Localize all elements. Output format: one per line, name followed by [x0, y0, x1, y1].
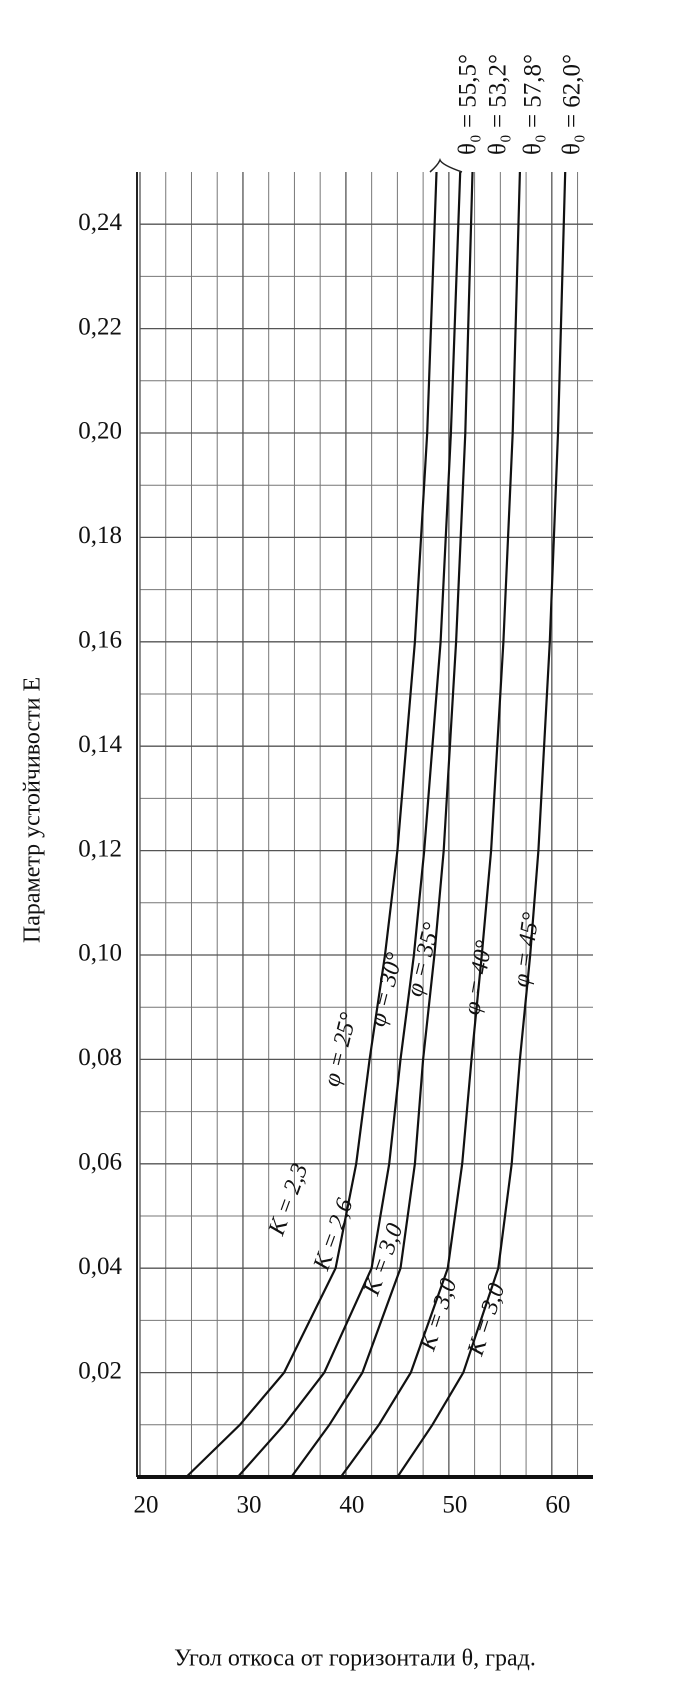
curve — [236, 171, 462, 1478]
phi-label: φ = 25° — [319, 1010, 363, 1090]
y-tick-label: 0,20 — [78, 418, 122, 445]
theta-label: θ₀ = 62,0° — [559, 54, 586, 155]
y-tick-label: 0,06 — [78, 1149, 122, 1176]
phi-label: φ = 45° — [508, 910, 544, 988]
x-tick-label: 40 — [339, 1492, 364, 1519]
x-tick-label: 30 — [236, 1492, 261, 1519]
y-tick-label: 0,10 — [78, 940, 122, 967]
phi-label: φ = 40° — [459, 938, 498, 1017]
x-tick-label: 60 — [545, 1492, 570, 1519]
x-tick-label: 20 — [134, 1492, 159, 1519]
theta-label: θ₀ = 55,5° — [455, 54, 482, 155]
k-label: K = 2,3 — [263, 1160, 313, 1240]
x-axis-label: Угол откоса от горизонтали θ, град. — [174, 1646, 536, 1672]
y-tick-label: 0,14 — [78, 731, 122, 758]
y-tick-label: 0,16 — [78, 627, 122, 654]
k-label: K = 2,6 — [308, 1195, 358, 1275]
theta-label: θ₀ = 53,2° — [485, 54, 512, 155]
y-tick-label: 0,04 — [78, 1253, 122, 1280]
y-tick-label: 0,22 — [78, 313, 122, 340]
phi-label: φ = 35° — [402, 920, 446, 1000]
curve — [290, 171, 474, 1478]
y-axis-label: Параметр устойчивости E — [20, 677, 46, 943]
y-tick-label: 0,24 — [78, 209, 122, 236]
curve — [396, 171, 567, 1478]
y-tick-label: 0,12 — [78, 835, 122, 862]
y-tick-label: 0,02 — [78, 1357, 122, 1384]
y-tick-label: 0,18 — [78, 522, 122, 549]
x-tick-label: 50 — [442, 1492, 467, 1519]
curve — [339, 171, 521, 1478]
y-tick-label: 0,08 — [78, 1044, 122, 1071]
theta-label: θ₀ = 57,8° — [520, 54, 547, 155]
brace — [429, 157, 463, 173]
curve — [185, 171, 438, 1478]
k-label: K = 3,0 — [414, 1275, 462, 1355]
